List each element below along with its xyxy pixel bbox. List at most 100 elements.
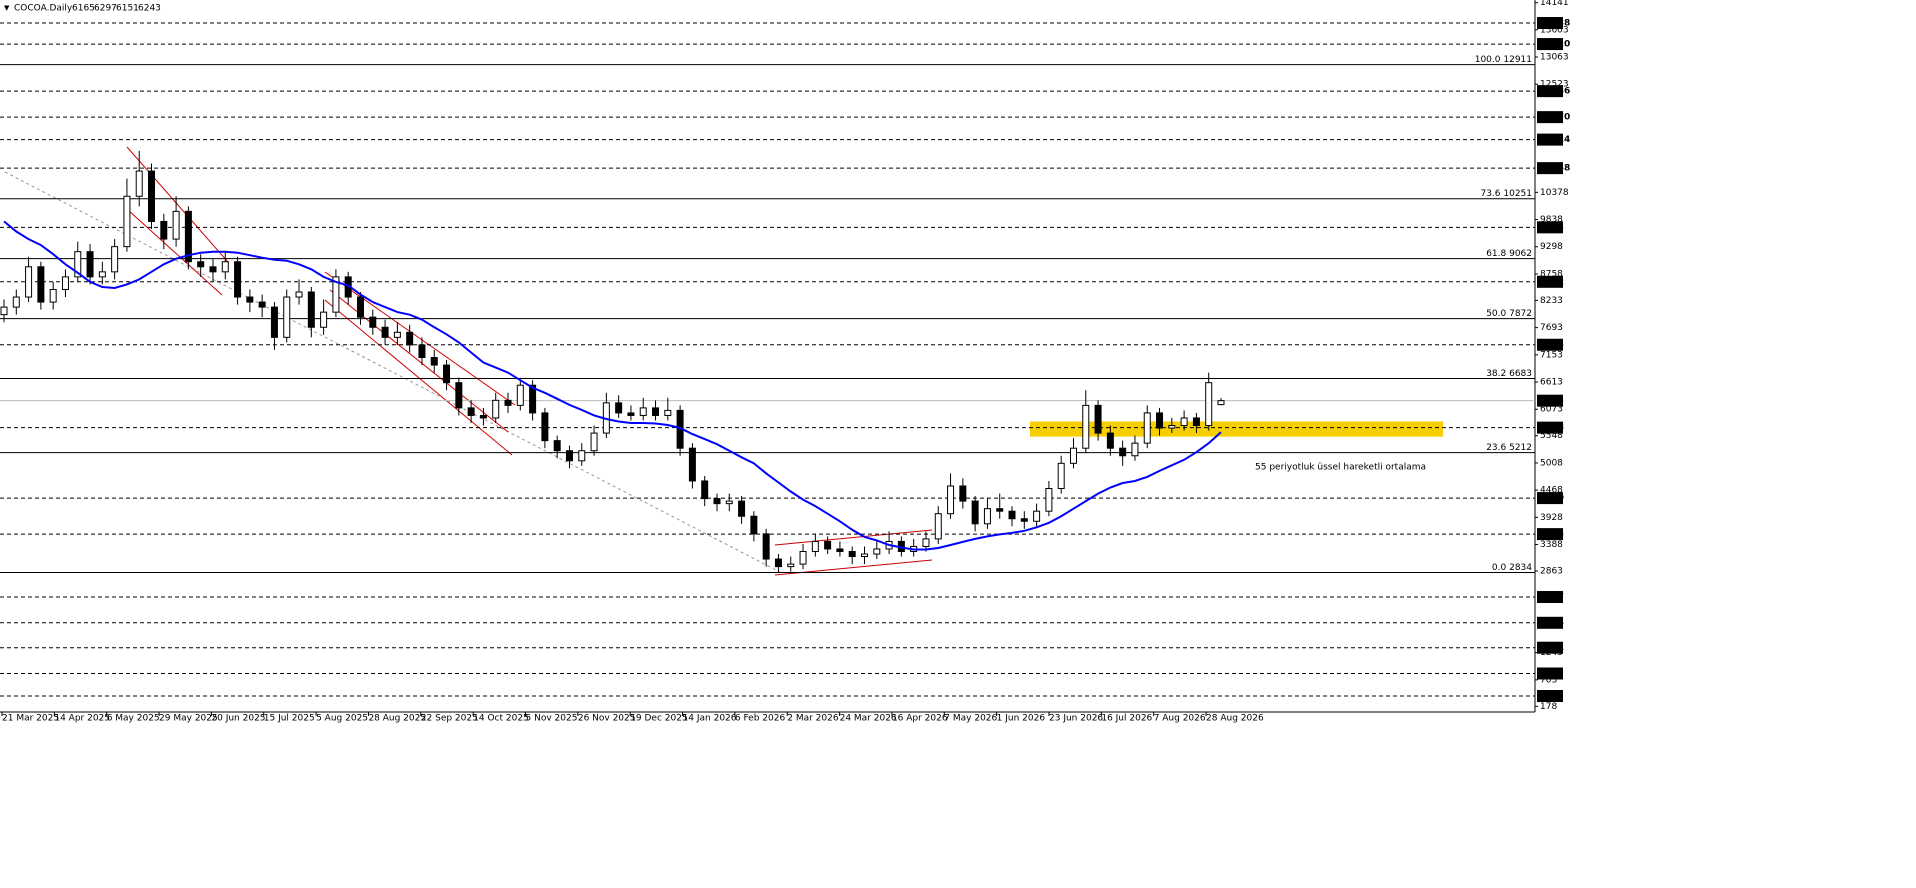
candle-body bbox=[701, 480, 709, 500]
candle-body bbox=[332, 276, 340, 313]
candle-body bbox=[467, 407, 475, 416]
ema-annotation: 55 periyotluk üssel hareketli ortalama bbox=[1255, 463, 1426, 473]
level-label-box bbox=[1537, 133, 1563, 146]
candle-body bbox=[418, 344, 426, 358]
candle-body bbox=[320, 311, 328, 328]
candle-body bbox=[787, 563, 795, 568]
y-tick-label: 13603 bbox=[1540, 25, 1569, 35]
x-tick-label: 16 Apr 2026 bbox=[892, 714, 948, 724]
candle-body bbox=[61, 276, 69, 290]
candle-body bbox=[369, 316, 377, 328]
candle-body bbox=[443, 364, 451, 384]
level-label-box bbox=[1537, 221, 1563, 234]
level-label: 8602 bbox=[1539, 277, 1564, 287]
candle-body bbox=[74, 251, 82, 278]
candle-body bbox=[922, 538, 930, 547]
trend-line bbox=[4, 171, 781, 573]
candle-body bbox=[295, 291, 303, 298]
level-label-box bbox=[1537, 528, 1563, 541]
y-tick-label: 12523 bbox=[1540, 80, 1569, 90]
level-label: 829 bbox=[1539, 669, 1558, 679]
candle-body bbox=[221, 261, 229, 273]
candle-body bbox=[971, 500, 979, 525]
candle-body bbox=[270, 306, 278, 338]
candle-body bbox=[406, 331, 414, 346]
candle-body bbox=[811, 540, 819, 553]
channel-line bbox=[324, 271, 516, 406]
level-label-box bbox=[1537, 38, 1563, 51]
candle-body bbox=[750, 515, 758, 535]
x-tick-label: 24 Mar 2026 bbox=[840, 714, 897, 724]
candle-body bbox=[541, 412, 549, 442]
candle-body bbox=[12, 296, 20, 308]
candle-body bbox=[1131, 442, 1139, 457]
y-tick-label: 7693 bbox=[1540, 323, 1563, 333]
y-tick-label: 8758 bbox=[1540, 269, 1563, 279]
candle-body bbox=[209, 266, 217, 273]
level-label-box bbox=[1537, 275, 1563, 288]
candle-body bbox=[148, 170, 156, 222]
candle-body bbox=[123, 195, 131, 248]
x-tick-label: 28 Aug 2026 bbox=[1206, 714, 1264, 724]
candle-body bbox=[934, 513, 942, 540]
y-tick-label: 13063 bbox=[1540, 53, 1569, 63]
y-tick-label: 9838 bbox=[1540, 215, 1563, 225]
x-tick-label: 28 Aug 2025 bbox=[368, 714, 426, 724]
candle-body bbox=[947, 485, 955, 515]
candle-body bbox=[1069, 447, 1077, 464]
level-label: 2347 bbox=[1539, 593, 1564, 603]
candle-body bbox=[1217, 400, 1225, 406]
candle-body bbox=[86, 251, 94, 278]
x-tick-label: 14 Apr 2025 bbox=[54, 714, 110, 724]
candle-body bbox=[135, 170, 143, 197]
candle-body bbox=[959, 485, 967, 502]
candle-body bbox=[111, 246, 119, 273]
x-tick-label: 5 Aug 2025 bbox=[316, 714, 368, 724]
x-tick-label: 29 May 2025 bbox=[159, 714, 218, 724]
fib-label: 38.2 6683 bbox=[1486, 369, 1532, 379]
candle-body bbox=[725, 500, 733, 505]
y-tick-label: 10378 bbox=[1540, 188, 1569, 198]
x-tick-label: 7 May 2026 bbox=[944, 714, 997, 724]
y-tick-label: 5008 bbox=[1540, 458, 1563, 468]
level-label: 13320 bbox=[1539, 40, 1570, 50]
y-tick-label: 6613 bbox=[1540, 378, 1563, 388]
candle-body bbox=[25, 266, 33, 298]
candle-body bbox=[590, 432, 598, 452]
candle-body bbox=[1008, 510, 1016, 520]
x-tick-label: 6 Feb 2026 bbox=[735, 714, 786, 724]
x-tick-label: 16 Jul 2026 bbox=[1101, 714, 1152, 724]
candle-body bbox=[381, 326, 389, 338]
candle-body bbox=[861, 553, 869, 558]
x-tick-label: 14 Jan 2026 bbox=[683, 714, 737, 724]
candle-body bbox=[258, 301, 266, 308]
y-tick-label: 6073 bbox=[1540, 405, 1563, 415]
y-tick-label: 2863 bbox=[1540, 567, 1563, 577]
level-label: 9683 bbox=[1539, 223, 1564, 233]
channel-line bbox=[774, 529, 933, 546]
candle-body bbox=[516, 384, 524, 406]
price-label: 6243 bbox=[1539, 396, 1564, 406]
y-tick-label: 9298 bbox=[1540, 242, 1563, 252]
candle-body bbox=[160, 220, 168, 240]
collapse-icon[interactable]: ▼ bbox=[4, 4, 10, 12]
level-label: 7353 bbox=[1539, 340, 1564, 350]
ohlc-low: 6151 bbox=[116, 4, 139, 14]
x-tick-label: 6 May 2025 bbox=[107, 714, 160, 724]
candle-body bbox=[1192, 417, 1200, 427]
candle-body bbox=[1205, 382, 1213, 427]
candle-body bbox=[197, 261, 205, 268]
level-label-box bbox=[1537, 85, 1563, 98]
y-tick-label: 8233 bbox=[1540, 296, 1563, 306]
candle-body bbox=[1082, 404, 1090, 449]
level-label: 13738 bbox=[1539, 19, 1570, 29]
level-label-box bbox=[1537, 591, 1563, 604]
candle-body bbox=[627, 412, 635, 416]
x-tick-label: 14 Oct 2025 bbox=[473, 714, 529, 724]
x-tick-label: 19 Dec 2025 bbox=[630, 714, 688, 724]
level-label-box bbox=[1537, 641, 1563, 654]
candle-body bbox=[0, 306, 8, 316]
x-tick-label: 1 Jun 2026 bbox=[997, 714, 1046, 724]
level-label-box bbox=[1537, 17, 1563, 30]
